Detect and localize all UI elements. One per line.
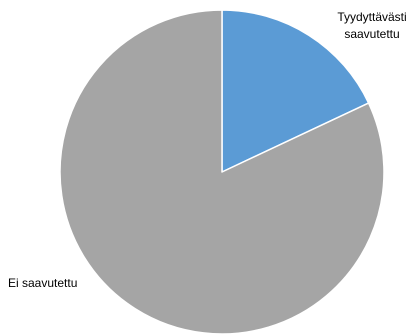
slice-label-0-line-0: Tyydyttävästi (337, 10, 406, 24)
pie-slice-0 (221, 9, 370, 173)
slice-label-1: Ei saavutettu (8, 276, 77, 290)
pie-slice-1 (59, 9, 385, 335)
slices-layer (59, 9, 385, 335)
labels-layer: Tyydyttävästi saavutettu Ei saavutettu (8, 10, 407, 290)
slice-label-1-line-0: Ei saavutettu (8, 276, 77, 290)
slice-label-0: Tyydyttävästi saavutettu (337, 10, 406, 41)
slice-label-0-line-1: saavutettu (344, 27, 399, 41)
